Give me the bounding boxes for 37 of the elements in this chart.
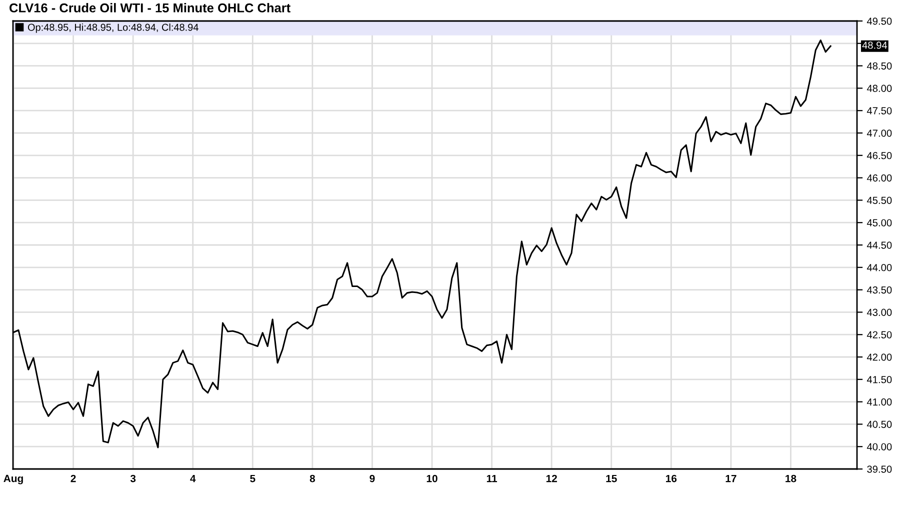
y-tick-label: 48.00: [866, 84, 892, 92]
y-tick-label: 41.50: [866, 376, 892, 384]
x-tick-label: 9: [370, 474, 375, 482]
y-tick-label: 46.00: [866, 174, 892, 182]
y-tick-label: 47.50: [866, 107, 892, 114]
x-tick-label: 18: [786, 474, 796, 482]
x-tick-label: 3: [130, 474, 136, 482]
x-tick-label: 8: [310, 474, 316, 482]
x-tick-label: 17: [726, 474, 736, 482]
y-tick-label: 42.50: [866, 331, 892, 338]
y-tick-label: 47.00: [866, 130, 892, 137]
y-tick-label: 43.50: [866, 286, 892, 294]
y-tick-label: 44.50: [866, 242, 892, 249]
x-tick-label: 16: [666, 474, 677, 482]
y-tick-label: 44.00: [866, 264, 892, 272]
chart-title: CLV16 - Crude Oil WTI - 15 Minute OHLC Chart: [10, 3, 290, 12]
legend-label: Op:48.95, Hi:48.95, Lo:48.94, Cl:48.94: [28, 24, 198, 33]
y-tick-label: 40.00: [866, 443, 892, 450]
x-tick-label: 15: [606, 474, 617, 482]
y-tick-label: 42.00: [866, 354, 892, 361]
x-tick-label: 4: [190, 474, 196, 482]
y-tick-label: 48.50: [866, 62, 892, 70]
y-tick-label: 39.50: [867, 466, 892, 473]
y-tick-label: 45.00: [866, 219, 892, 226]
y-tick-label: 40.50: [866, 420, 892, 428]
x-tick-label: 2: [70, 474, 76, 482]
x-tick-label: Aug: [4, 474, 23, 484]
x-tick-label: 5: [250, 474, 256, 482]
y-tick-label: 45.50: [866, 196, 892, 204]
y-tick-label: 41.00: [866, 398, 892, 406]
x-tick-label: 10: [426, 474, 438, 482]
y-tick-label: 43.00: [866, 308, 892, 316]
x-tick-label: 11: [486, 474, 498, 482]
x-tick-label: 12: [546, 474, 557, 482]
y-tick-label: 46.50: [866, 152, 892, 160]
y-tick-label: 49.50: [866, 18, 892, 25]
text: 48.94: [862, 42, 888, 49]
